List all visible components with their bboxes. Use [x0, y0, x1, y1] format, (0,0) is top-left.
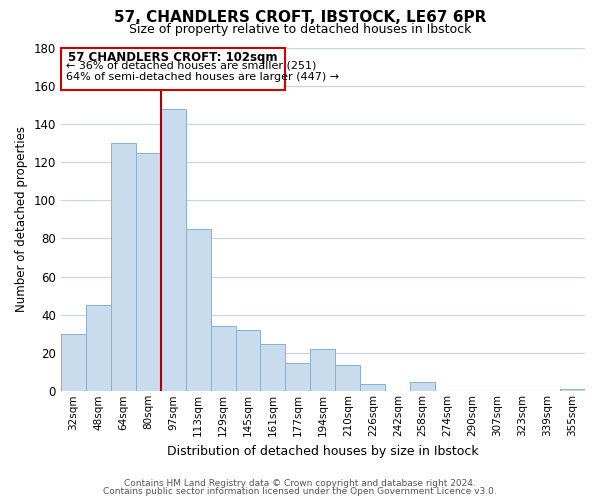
Text: 64% of semi-detached houses are larger (447) →: 64% of semi-detached houses are larger (… — [66, 72, 339, 83]
Bar — [335, 364, 361, 392]
Bar — [286, 362, 310, 392]
Bar — [236, 330, 260, 392]
Text: Contains HM Land Registry data © Crown copyright and database right 2024.: Contains HM Land Registry data © Crown c… — [124, 478, 476, 488]
Bar — [136, 152, 161, 392]
Text: 57 CHANDLERS CROFT: 102sqm: 57 CHANDLERS CROFT: 102sqm — [68, 52, 278, 64]
Bar — [61, 334, 86, 392]
Y-axis label: Number of detached properties: Number of detached properties — [15, 126, 28, 312]
Bar — [111, 143, 136, 392]
Bar — [410, 382, 435, 392]
Bar — [185, 229, 211, 392]
Text: Contains public sector information licensed under the Open Government Licence v3: Contains public sector information licen… — [103, 487, 497, 496]
Bar — [260, 344, 286, 392]
Text: Size of property relative to detached houses in Ibstock: Size of property relative to detached ho… — [129, 22, 471, 36]
Bar — [211, 326, 236, 392]
Text: ← 36% of detached houses are smaller (251): ← 36% of detached houses are smaller (25… — [66, 61, 316, 71]
Bar — [161, 108, 185, 392]
Bar — [560, 390, 585, 392]
Bar — [86, 306, 111, 392]
Text: 57, CHANDLERS CROFT, IBSTOCK, LE67 6PR: 57, CHANDLERS CROFT, IBSTOCK, LE67 6PR — [114, 10, 486, 25]
Bar — [361, 384, 385, 392]
Bar — [310, 349, 335, 392]
X-axis label: Distribution of detached houses by size in Ibstock: Distribution of detached houses by size … — [167, 444, 479, 458]
Bar — [61, 48, 286, 90]
